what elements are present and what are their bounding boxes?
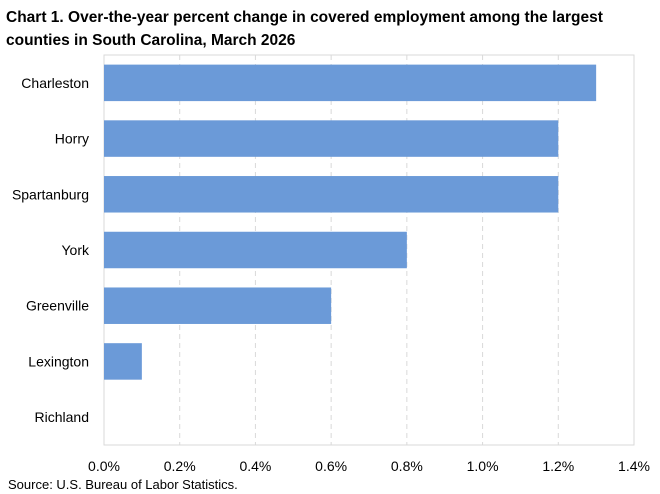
category-label: Greenville [26,298,89,314]
bar-lexington [104,343,142,380]
bars [104,64,597,380]
category-label: Lexington [28,353,89,369]
x-tick-label: 0.4% [239,458,271,474]
bar-spartanburg [104,176,559,213]
chart-title: Chart 1. Over-the-year percent change in… [6,9,603,49]
category-label: Horry [55,131,89,147]
category-label: Charleston [21,75,89,91]
x-tick-label: 0.6% [315,458,347,474]
bar-horry [104,120,559,157]
x-tick-label: 1.4% [618,458,650,474]
bar-charleston [104,64,597,102]
x-tick-label: 1.2% [542,458,574,474]
gridlines [179,55,559,445]
bar-greenville [104,287,332,324]
category-label: Spartanburg [12,186,89,202]
x-tick-label: 1.0% [467,458,499,474]
x-axis-tick-labels: 0.0% 0.2% 0.4% 0.6% 0.8% 1.0% 1.2% 1.4% [88,458,650,474]
category-labels: Charleston Horry Spartanburg York Greenville… [12,75,90,425]
x-tick-label: 0.2% [164,458,196,474]
source-note: Source: U.S. Bureau of Labor Statistics. [8,477,238,492]
category-label: York [61,242,90,258]
x-tick-label: 0.0% [88,458,120,474]
bar-york [104,231,407,269]
category-label: Richland [35,409,89,425]
x-tick-label: 0.8% [391,458,423,474]
